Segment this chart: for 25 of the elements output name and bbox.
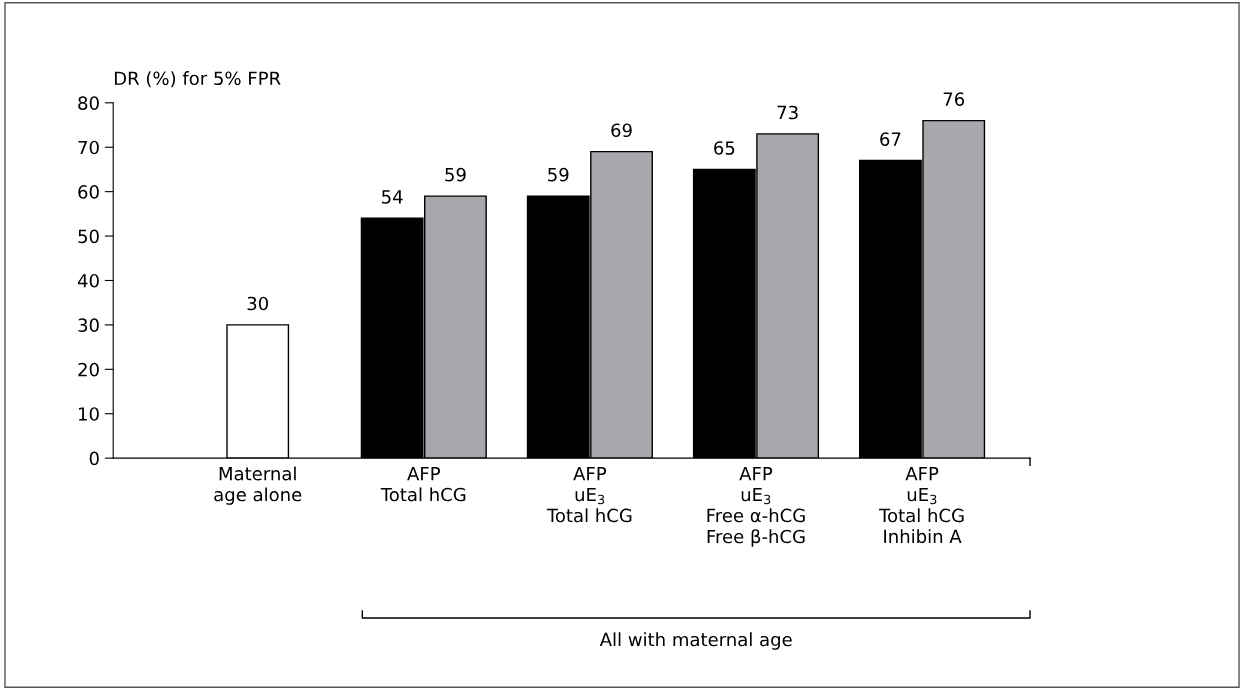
y-tick-label: 10 (79, 407, 99, 421)
y-tick-label: 60 (78, 185, 99, 199)
data-label: 65 (714, 141, 735, 155)
text: All with maternal age (599, 632, 792, 650)
data-label: 59 (548, 167, 569, 182)
y-tick-label: 30 (78, 318, 99, 333)
y-tick-label: 0 (89, 451, 99, 466)
y-tick-label: 80 (78, 96, 99, 110)
data-label: 76 (943, 92, 965, 106)
x-tick-label: AFP uE$_{3}$ Total hCG (546, 467, 632, 523)
data-label: 59 (445, 167, 466, 182)
y-axis-title: DR (%) for 5% FPR (114, 71, 281, 88)
x-tick-label: Maternal age alone (214, 466, 302, 505)
x-tick-label: AFP Total hCG (380, 467, 466, 502)
y-tick-label: 50 (78, 229, 99, 244)
data-label: 54 (382, 190, 403, 204)
y-tick-label: 70 (78, 140, 99, 155)
data-label: 30 (247, 296, 268, 311)
y-tick-label: 40 (77, 273, 99, 288)
data-label: 73 (777, 105, 798, 120)
y-tick-label: 20 (78, 362, 99, 377)
x-tick-label: AFP uE$_{3}$ Total hCG Inhibin A (879, 467, 964, 544)
x-tick-label: AFP uE$_{3}$ Free α-hCG Free β-hCG (707, 467, 805, 547)
data-label: 69 (611, 123, 632, 138)
data-label: 67 (880, 132, 901, 146)
